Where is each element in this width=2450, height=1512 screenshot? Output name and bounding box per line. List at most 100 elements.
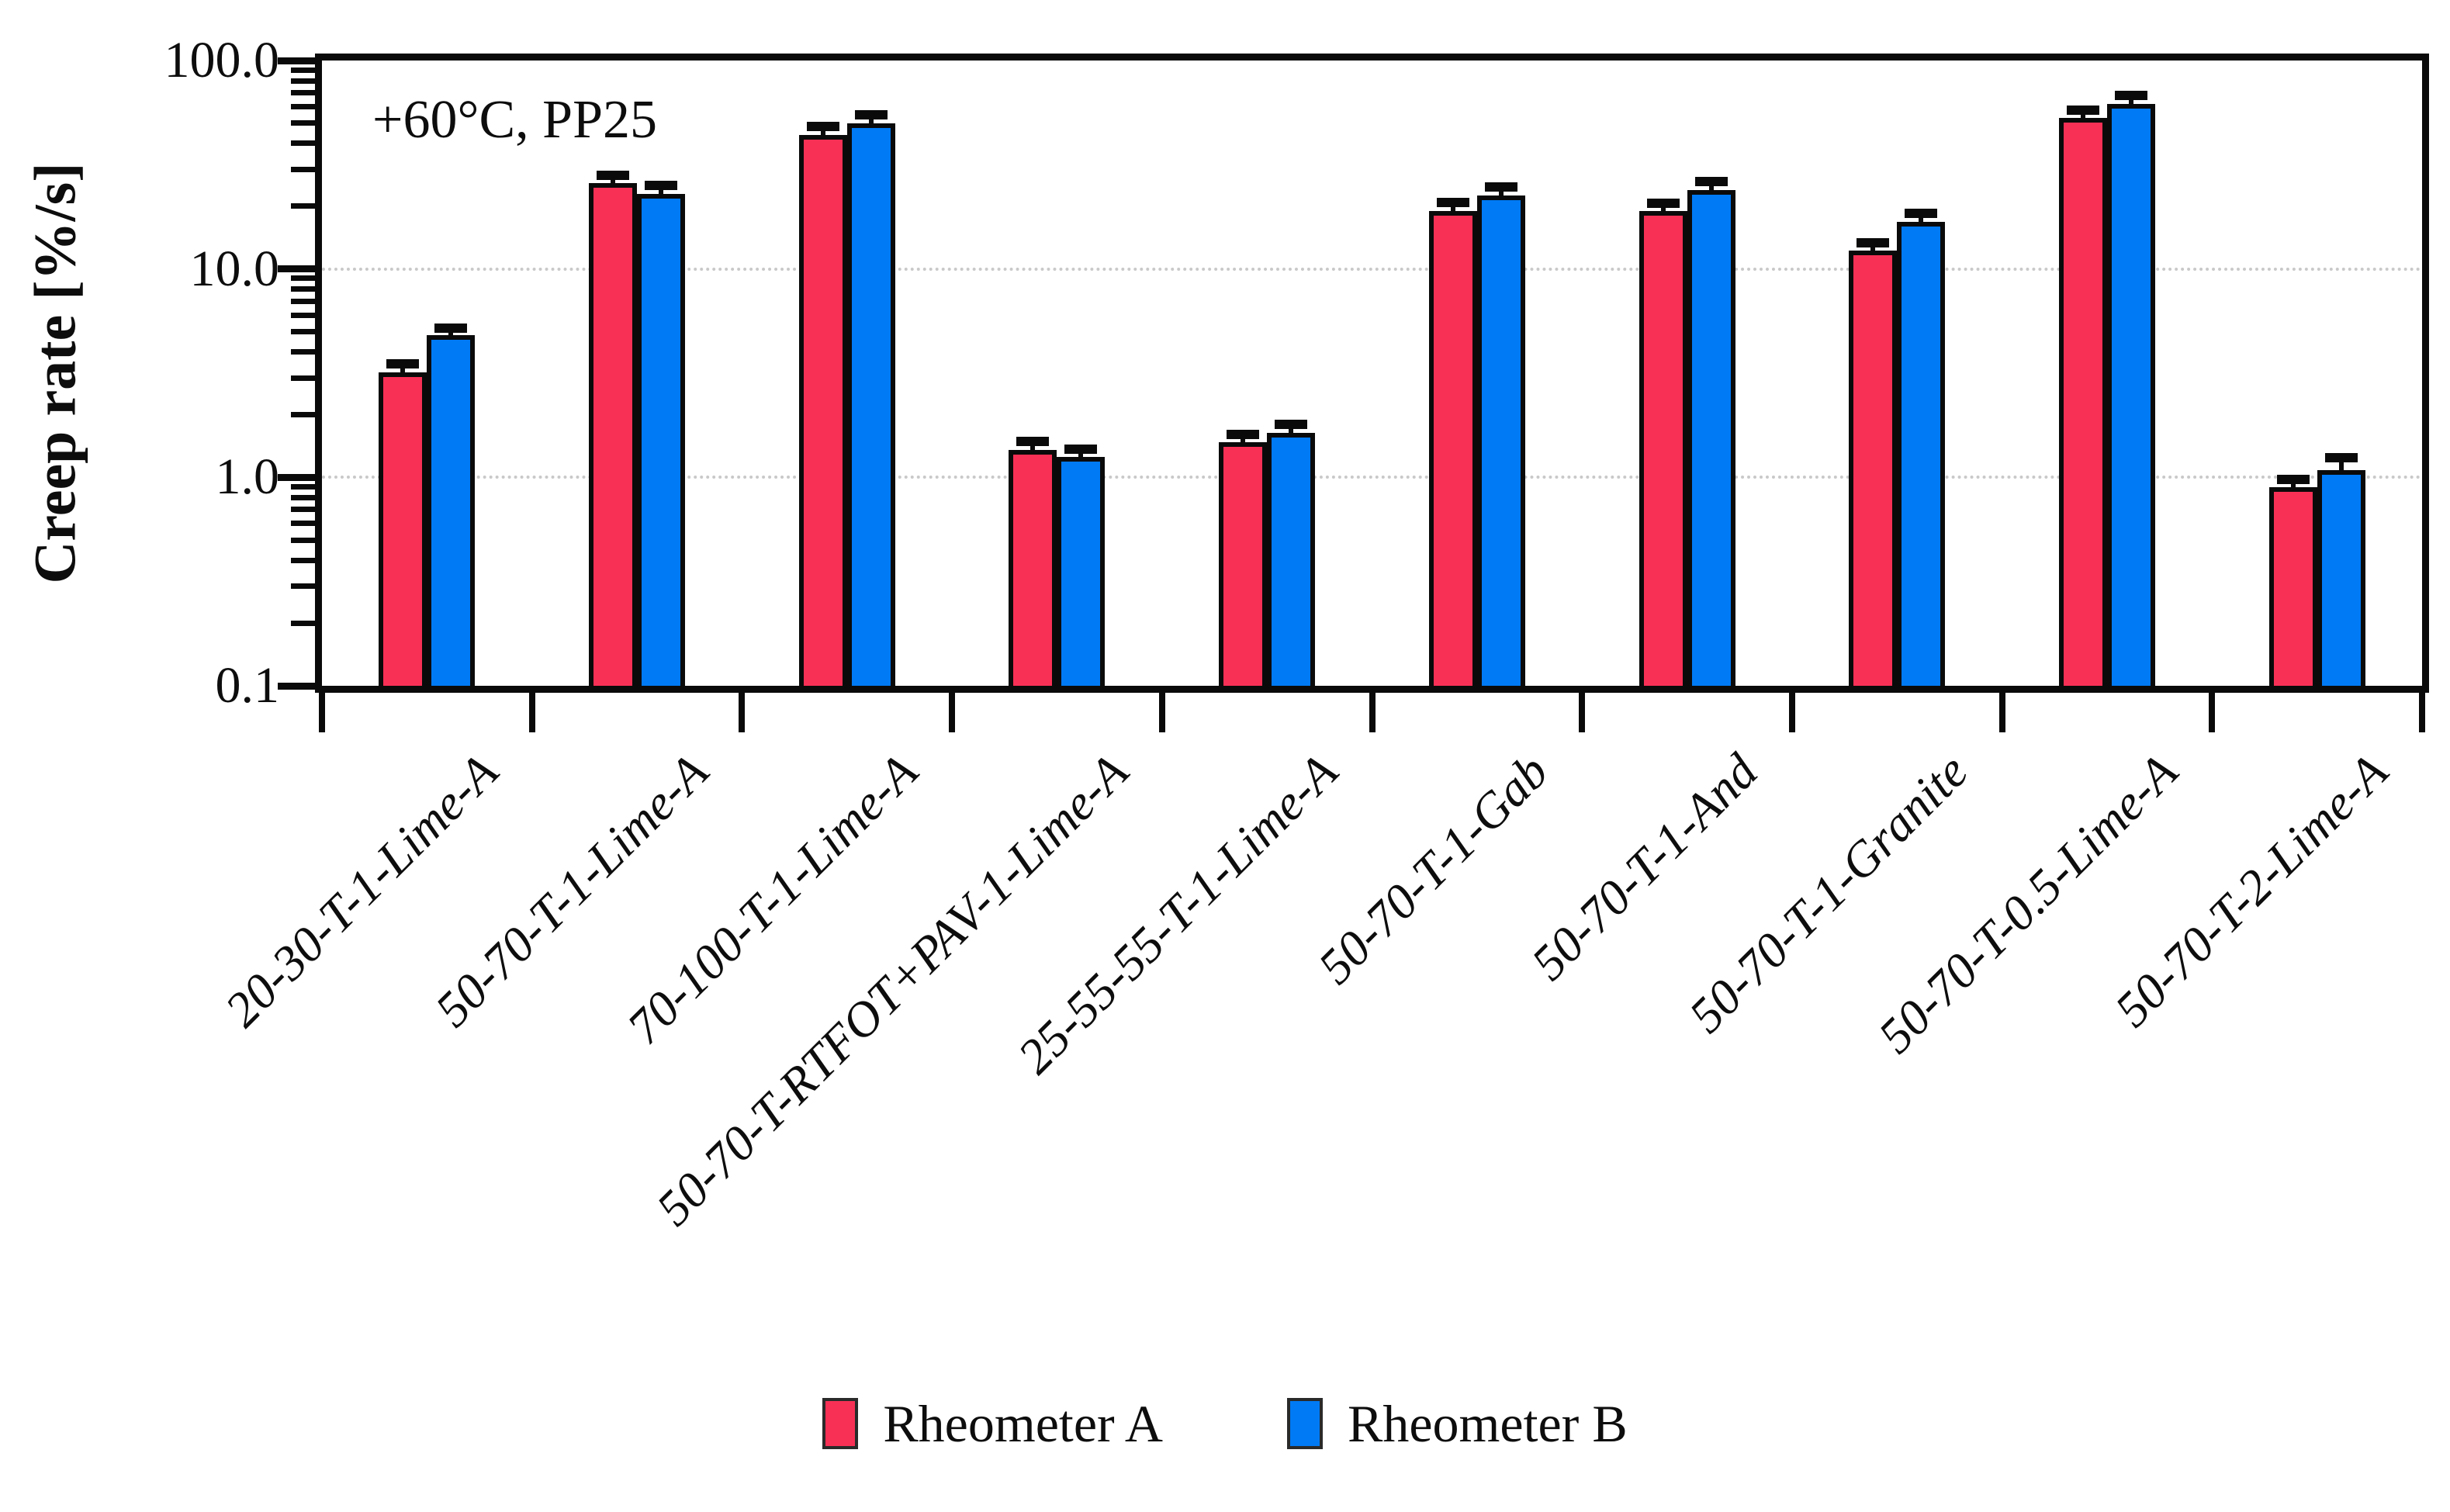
bar-b xyxy=(637,193,686,690)
bar-b xyxy=(1267,433,1316,690)
y-minor-tick xyxy=(291,557,315,563)
x-major-tick xyxy=(2419,686,2425,732)
bar-b xyxy=(846,123,895,690)
legend-item: Rheometer B xyxy=(1287,1396,1628,1451)
x-major-tick xyxy=(528,686,535,732)
bar-b xyxy=(2106,103,2155,690)
error-whisker xyxy=(1708,185,1714,195)
bar-a xyxy=(1009,450,1057,690)
error-whisker xyxy=(868,119,874,128)
bar-a xyxy=(1639,211,1687,690)
x-major-tick xyxy=(949,686,956,732)
y-minor-tick xyxy=(291,120,315,126)
error-whisker xyxy=(611,179,616,189)
bar-a xyxy=(1849,251,1898,690)
x-major-tick xyxy=(739,686,746,732)
x-major-tick xyxy=(1158,686,1165,732)
error-bar-cap xyxy=(2066,105,2099,115)
y-minor-tick xyxy=(291,583,315,590)
y-minor-tick xyxy=(291,298,315,304)
x-major-tick xyxy=(2209,686,2216,732)
error-whisker xyxy=(448,332,454,341)
error-whisker xyxy=(1030,446,1036,455)
error-bar-cap xyxy=(1064,444,1098,454)
y-minor-tick xyxy=(291,67,315,73)
y-minor-tick xyxy=(291,104,315,110)
error-bar-cap xyxy=(1227,429,1260,439)
error-whisker xyxy=(2080,114,2085,123)
error-bar-cap xyxy=(1275,420,1308,430)
error-bar-cap xyxy=(597,170,630,180)
error-whisker xyxy=(1870,247,1876,256)
y-minor-tick xyxy=(291,494,315,500)
error-bar-cap xyxy=(1436,197,1469,207)
y-minor-tick xyxy=(291,537,315,543)
error-whisker xyxy=(659,190,664,199)
error-bar-cap xyxy=(1016,437,1050,447)
legend-label: Rheometer B xyxy=(1348,1394,1628,1453)
error-whisker xyxy=(400,368,406,377)
y-minor-tick xyxy=(291,286,315,292)
y-minor-tick xyxy=(291,349,315,355)
error-whisker xyxy=(2290,483,2296,492)
bar-a xyxy=(1428,211,1477,690)
y-tick-label: 100.0 xyxy=(164,32,280,88)
bar-b xyxy=(427,335,476,690)
y-major-tick xyxy=(278,57,315,64)
y-minor-tick xyxy=(291,78,315,84)
y-minor-tick xyxy=(291,203,315,209)
legend-swatch xyxy=(822,1398,859,1449)
y-minor-tick xyxy=(291,620,315,626)
chart-annotation: +60°C, PP25 xyxy=(372,90,658,150)
y-minor-tick xyxy=(291,166,315,172)
error-bar-cap xyxy=(2276,474,2310,484)
error-bar-cap xyxy=(645,181,678,191)
error-bar-cap xyxy=(1646,198,1680,208)
error-whisker xyxy=(1498,191,1504,201)
bar-a xyxy=(589,183,638,690)
error-whisker xyxy=(2338,462,2344,476)
x-major-tick xyxy=(1998,686,2005,732)
error-whisker xyxy=(1078,453,1084,462)
error-bar-cap xyxy=(854,109,888,119)
bar-a xyxy=(798,134,847,690)
bar-a xyxy=(1219,442,1268,690)
y-minor-tick xyxy=(291,275,315,282)
error-whisker xyxy=(1289,429,1294,438)
y-tick-label: 1.0 xyxy=(215,448,280,506)
x-major-tick xyxy=(1788,686,1795,732)
legend: Rheometer A Rheometer B xyxy=(0,1396,2450,1451)
error-bar-cap xyxy=(1905,209,1938,219)
error-bar-cap xyxy=(1484,182,1517,192)
x-major-tick xyxy=(319,686,325,732)
bar-a xyxy=(379,372,427,690)
y-minor-tick xyxy=(291,329,315,335)
gridline-10 xyxy=(322,267,2422,271)
bar-a xyxy=(2058,118,2107,690)
error-bar-cap xyxy=(386,359,420,369)
error-whisker xyxy=(1241,438,1246,448)
bar-b xyxy=(1897,222,1946,690)
y-axis-line xyxy=(315,54,322,693)
y-tick-label: 10.0 xyxy=(189,240,280,297)
legend-swatch xyxy=(1287,1398,1323,1449)
legend-label: Rheometer A xyxy=(883,1394,1163,1453)
legend-item: Rheometer A xyxy=(822,1396,1163,1451)
error-bar-cap xyxy=(1694,176,1728,186)
error-bar-cap xyxy=(806,121,839,131)
error-whisker xyxy=(1919,218,1924,227)
error-whisker xyxy=(1450,206,1455,216)
gridline-1 xyxy=(322,476,2422,479)
y-minor-tick xyxy=(291,140,315,147)
y-minor-tick xyxy=(291,521,315,527)
x-major-tick xyxy=(1369,686,1376,732)
error-bar-cap xyxy=(434,323,468,333)
y-major-tick xyxy=(278,265,315,273)
y-major-tick xyxy=(278,682,315,690)
bar-b xyxy=(2317,470,2365,690)
bar-b xyxy=(1057,457,1106,690)
plot-top-border xyxy=(315,54,2429,61)
y-axis-title: Creep rate [%/s] xyxy=(22,162,88,584)
y-minor-tick xyxy=(291,312,315,318)
